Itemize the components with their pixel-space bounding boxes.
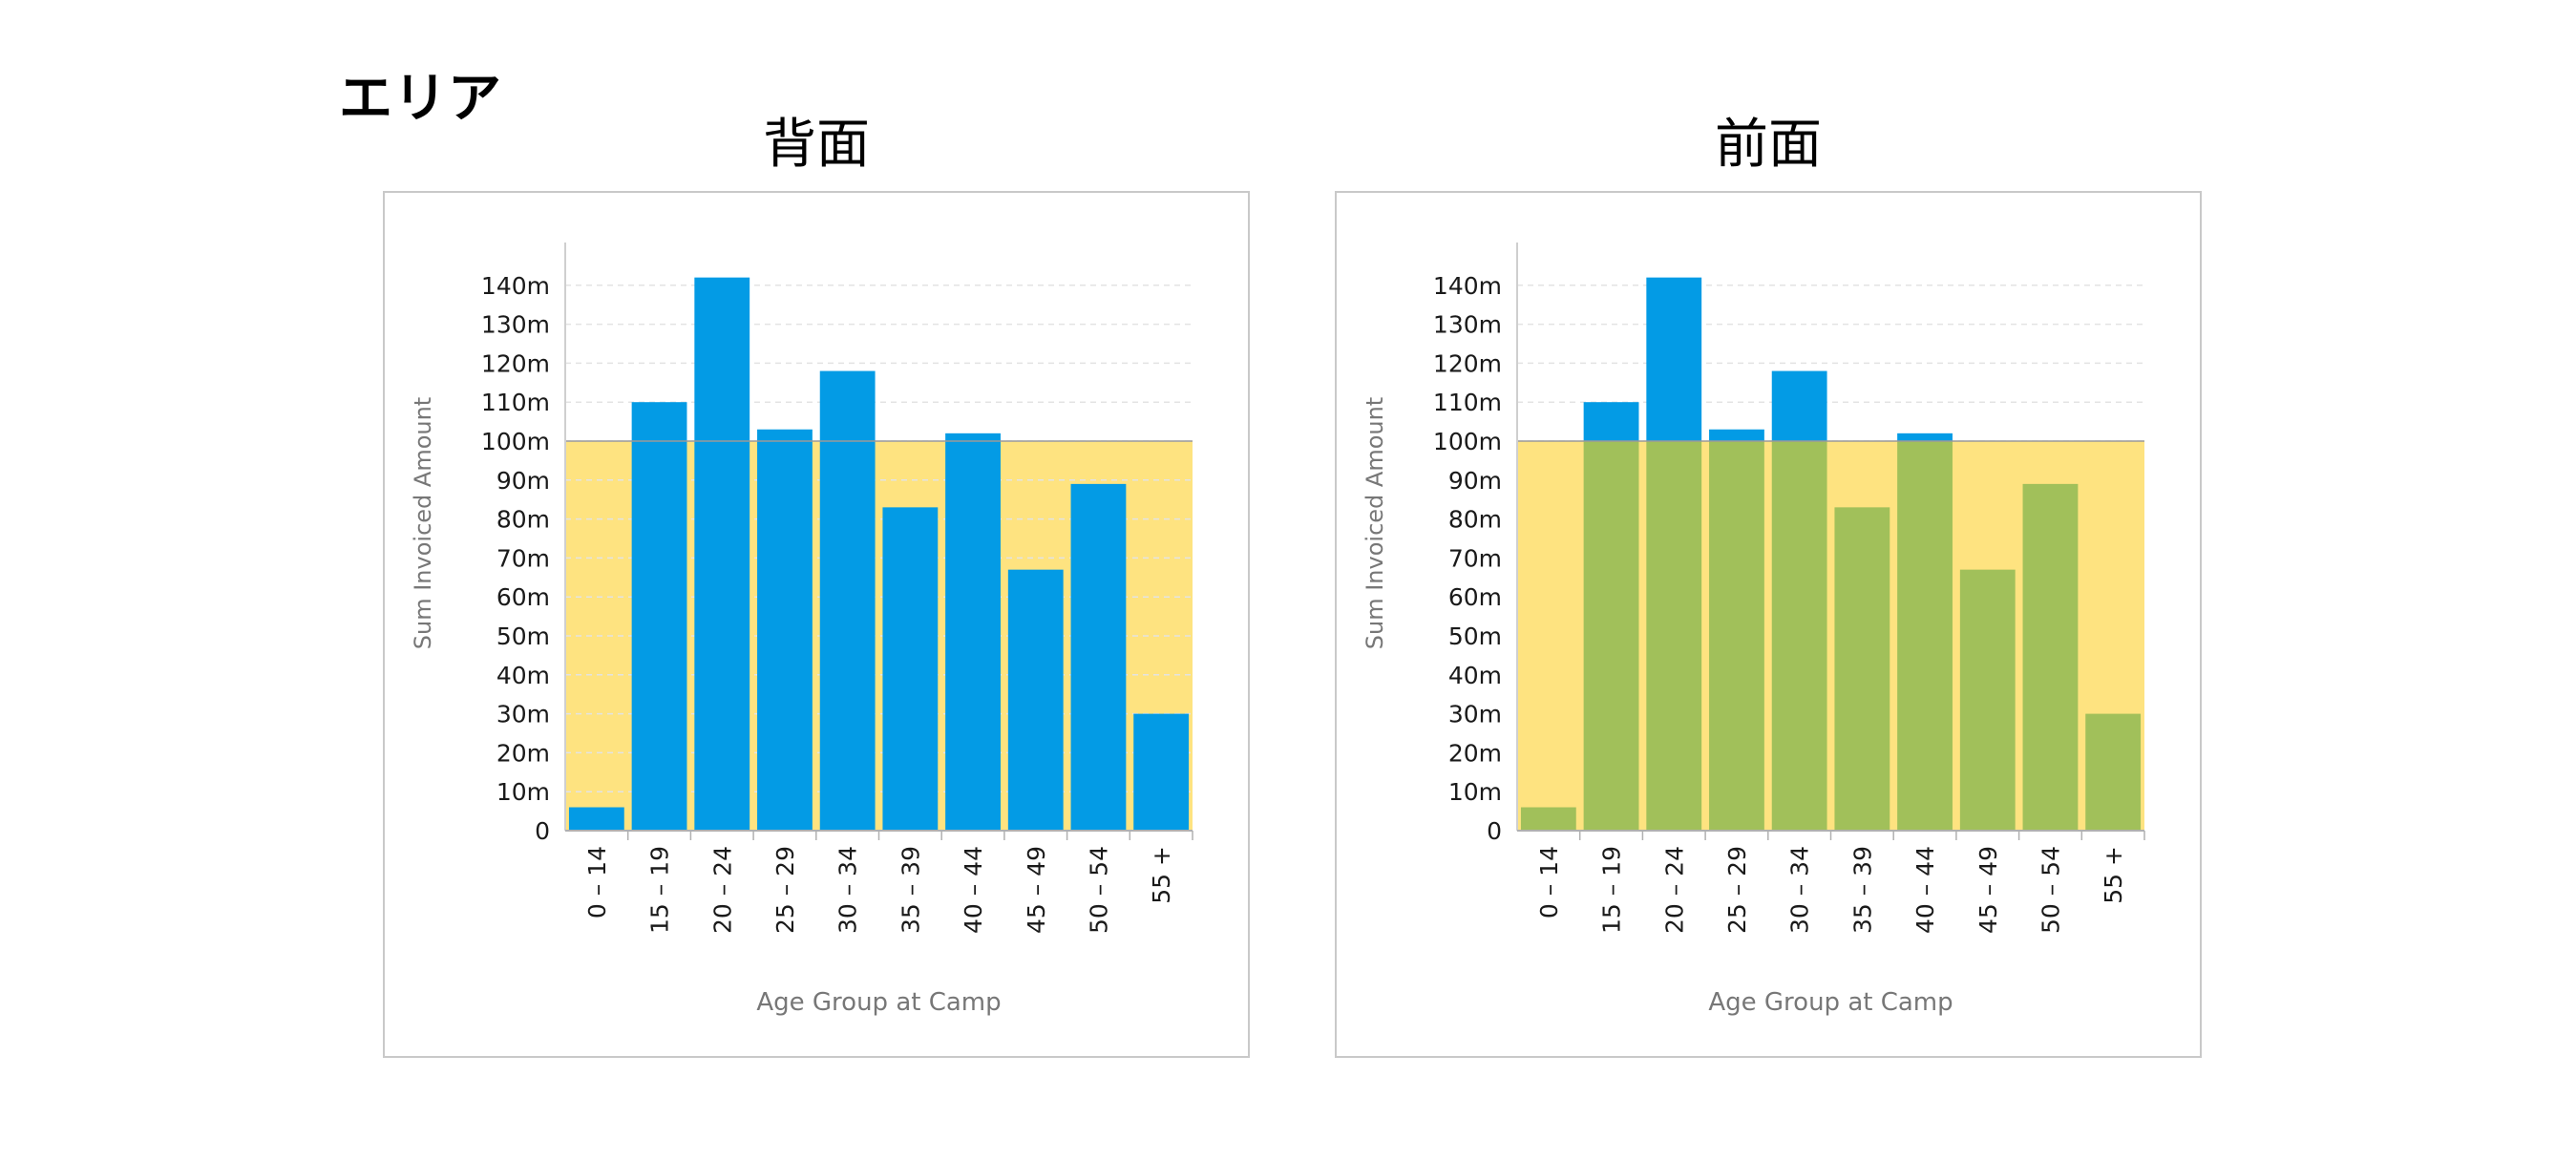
y-tick-label: 140m — [1433, 272, 1502, 300]
y-tick-label: 10m — [1448, 778, 1502, 806]
y-tick-label: 30m — [496, 701, 550, 728]
y-tick-label: 60m — [1448, 583, 1502, 611]
y-tick-label: 60m — [496, 583, 550, 611]
x-tick-label: 0 – 14 — [583, 846, 611, 918]
y-tick-label: 70m — [496, 544, 550, 572]
y-tick-label: 30m — [1448, 701, 1502, 728]
y-tick-label: 50m — [496, 623, 550, 650]
bar-4 — [819, 370, 876, 831]
y-tick-label: 110m — [1433, 389, 1502, 416]
chart-panel-front: 0 10m 20m 30m 40m 50m 60m 70m 80m 90m 100m 110m 120m… — [1335, 191, 2202, 1058]
x-tick-label: 0 – 14 — [1535, 846, 1563, 918]
y-tick-label: 100m — [481, 428, 550, 455]
bar-7 — [1959, 569, 2016, 831]
x-tick-label: 20 – 24 — [1660, 846, 1688, 934]
chart-title-back: 背面 — [763, 114, 870, 176]
x-axis-title: Age Group at Camp — [1708, 988, 1953, 1017]
y-tick-label: 130m — [1433, 311, 1502, 339]
bar-3 — [1709, 441, 1764, 831]
bar-5 — [882, 507, 939, 831]
y-tick-label: 40m — [1448, 662, 1502, 689]
bar-chart-back: 0 10m 20m 30m 40m 50m 60m 70m 80m 90m 100m 110m 120m… — [410, 243, 1193, 1017]
x-tick-label: 15 – 19 — [1598, 846, 1626, 934]
x-tick-label: 20 – 24 — [708, 846, 736, 934]
bar-0 — [568, 807, 624, 831]
bar-2 — [694, 277, 750, 831]
x-tick-label: 30 – 34 — [1786, 846, 1814, 934]
x-tick-label: 55 + — [1148, 846, 1175, 904]
x-tick-label: 30 – 34 — [834, 846, 862, 934]
y-tick-label: 80m — [496, 506, 550, 534]
bar-5 — [1834, 507, 1890, 831]
y-tick-label: 90m — [1448, 467, 1502, 495]
x-tick-label: 50 – 54 — [2037, 846, 2064, 934]
y-tick-label: 90m — [496, 467, 550, 495]
y-tick-label: 120m — [481, 349, 550, 377]
bar-2 — [1646, 441, 1702, 831]
bar-6-above-band — [1897, 433, 1953, 441]
x-tick-label: 55 + — [2100, 846, 2127, 904]
bar-3 — [757, 429, 813, 831]
x-tick-label: 50 – 54 — [1085, 846, 1112, 934]
x-tick-label: 35 – 39 — [1848, 846, 1876, 934]
bar-1-above-band — [1583, 402, 1639, 441]
y-tick-label: 50m — [1448, 623, 1502, 650]
x-tick-label: 35 – 39 — [897, 846, 924, 934]
bar-0 — [1520, 807, 1576, 831]
bar-8 — [2022, 483, 2079, 831]
bar-7 — [1007, 569, 1064, 831]
x-tick-label: 45 – 49 — [1974, 846, 2002, 934]
x-tick-label: 25 – 29 — [771, 846, 799, 934]
bar-1 — [631, 402, 687, 831]
x-tick-label: 40 – 44 — [960, 846, 987, 934]
bar-9 — [2085, 713, 2142, 831]
bar-4 — [1771, 441, 1827, 831]
y-tick-label: 10m — [496, 778, 550, 806]
y-tick-label: 40m — [496, 662, 550, 689]
bar-6 — [1897, 441, 1953, 831]
y-axis-title: Sum Invoiced Amount — [1362, 397, 1388, 649]
y-tick-label: 120m — [1433, 349, 1502, 377]
chart-title-front: 前面 — [1715, 114, 1822, 176]
bar-2-above-band — [1646, 277, 1702, 441]
bar-9 — [1133, 713, 1190, 831]
bar-8 — [1070, 483, 1127, 831]
y-tick-label: 130m — [481, 311, 550, 339]
y-tick-label: 0 — [535, 817, 550, 845]
y-tick-label: 140m — [481, 272, 550, 300]
bar-6 — [945, 433, 1001, 831]
y-tick-label: 70m — [1448, 544, 1502, 572]
x-tick-label: 45 – 49 — [1023, 846, 1050, 934]
bar-chart-front: 0 10m 20m 30m 40m 50m 60m 70m 80m 90m 100m 110m 120m… — [1362, 243, 2145, 1017]
x-tick-label: 25 – 29 — [1723, 846, 1751, 934]
x-tick-label: 40 – 44 — [1911, 846, 1939, 934]
bar-3-above-band — [1709, 429, 1764, 441]
bar-4-above-band — [1771, 370, 1827, 441]
chart-panel-back: 0 10m 20m 30m 40m 50m 60m 70m 80m 90m 100m 110m 120m… — [383, 191, 1250, 1058]
x-tick-label: 15 – 19 — [646, 846, 674, 934]
y-tick-label: 0 — [1487, 817, 1502, 845]
y-tick-label: 80m — [1448, 506, 1502, 534]
y-tick-label: 20m — [1448, 739, 1502, 767]
section-title: エリア — [339, 68, 502, 130]
y-tick-label: 20m — [496, 739, 550, 767]
x-axis-title: Age Group at Camp — [756, 988, 1001, 1017]
y-tick-label: 100m — [1433, 428, 1502, 455]
bar-1 — [1583, 441, 1639, 831]
y-axis-title: Sum Invoiced Amount — [410, 397, 436, 649]
y-tick-label: 110m — [481, 389, 550, 416]
